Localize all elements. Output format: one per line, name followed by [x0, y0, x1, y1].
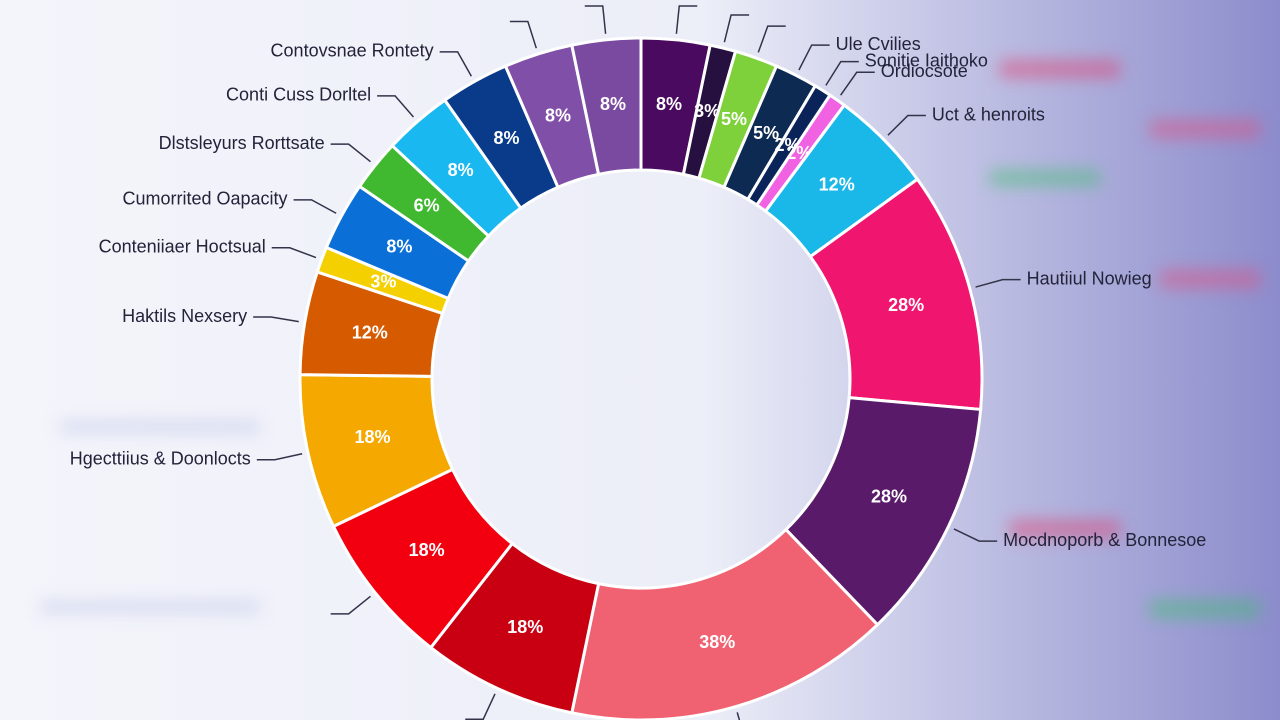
category-label: Sonitie Iaithoko	[865, 50, 988, 70]
value-label: 18%	[507, 617, 543, 637]
value-label: 18%	[409, 540, 445, 560]
value-label: 5%	[721, 109, 747, 129]
value-label: 3%	[370, 271, 396, 291]
category-label: Hgecttiius & Doonlocts	[70, 449, 251, 469]
leader-line	[584, 5, 607, 34]
leader-line	[293, 199, 337, 214]
category-label: Hautiiul Nowieg	[1027, 268, 1152, 288]
leader-line	[271, 246, 317, 259]
value-label: 28%	[888, 295, 924, 315]
leader-line	[256, 453, 303, 461]
value-label: 8%	[545, 106, 571, 126]
leader-line	[887, 114, 926, 136]
category-label: Contovsnae Rontety	[271, 41, 434, 61]
leader-line	[975, 278, 1021, 288]
leader-line	[377, 95, 415, 118]
leader-line	[465, 693, 496, 720]
value-label: 38%	[699, 632, 735, 652]
category-label: Haktils Nexsery	[122, 306, 247, 326]
category-label: Conti Cuss Dorltel	[226, 85, 371, 105]
leader-line	[825, 60, 859, 86]
leader-line	[253, 316, 299, 323]
value-label: 6%	[414, 196, 440, 216]
leader-line	[675, 5, 698, 34]
value-label: 8%	[386, 236, 412, 256]
value-label: 5%	[753, 123, 779, 143]
category-label: Cumorrited Oapacity	[122, 189, 287, 209]
value-label: 12%	[352, 322, 388, 342]
leader-line	[723, 14, 750, 43]
category-label: Mocdnoporb & Bonnesoe	[1003, 530, 1206, 550]
donut-segment	[570, 527, 880, 720]
category-label: Uct & henroits	[932, 104, 1045, 124]
leader-line	[840, 71, 875, 96]
category-label: Dlstsleyurs Rorttsate	[159, 133, 325, 153]
donut-segment	[570, 36, 643, 177]
leader-line	[953, 528, 998, 542]
value-label: 12%	[819, 175, 855, 195]
value-label: 28%	[871, 487, 907, 507]
value-label: 8%	[656, 94, 682, 114]
category-label: Ule Cvilies	[836, 34, 921, 54]
value-label: 8%	[494, 128, 520, 148]
category-label: Conteniiaer Hoctsual	[99, 236, 266, 256]
leader-line	[330, 143, 371, 163]
leader-line	[509, 20, 538, 49]
value-label: 8%	[600, 94, 626, 114]
leader-line	[757, 25, 786, 53]
background-ticker	[40, 60, 1260, 618]
category-label: Ordiocsote	[881, 61, 968, 81]
value-label: 8%	[448, 160, 474, 180]
value-label: 18%	[354, 427, 390, 447]
leader-line	[330, 595, 371, 615]
leader-line	[439, 51, 473, 77]
leader-line	[798, 44, 830, 71]
value-label: 3%	[694, 101, 720, 121]
